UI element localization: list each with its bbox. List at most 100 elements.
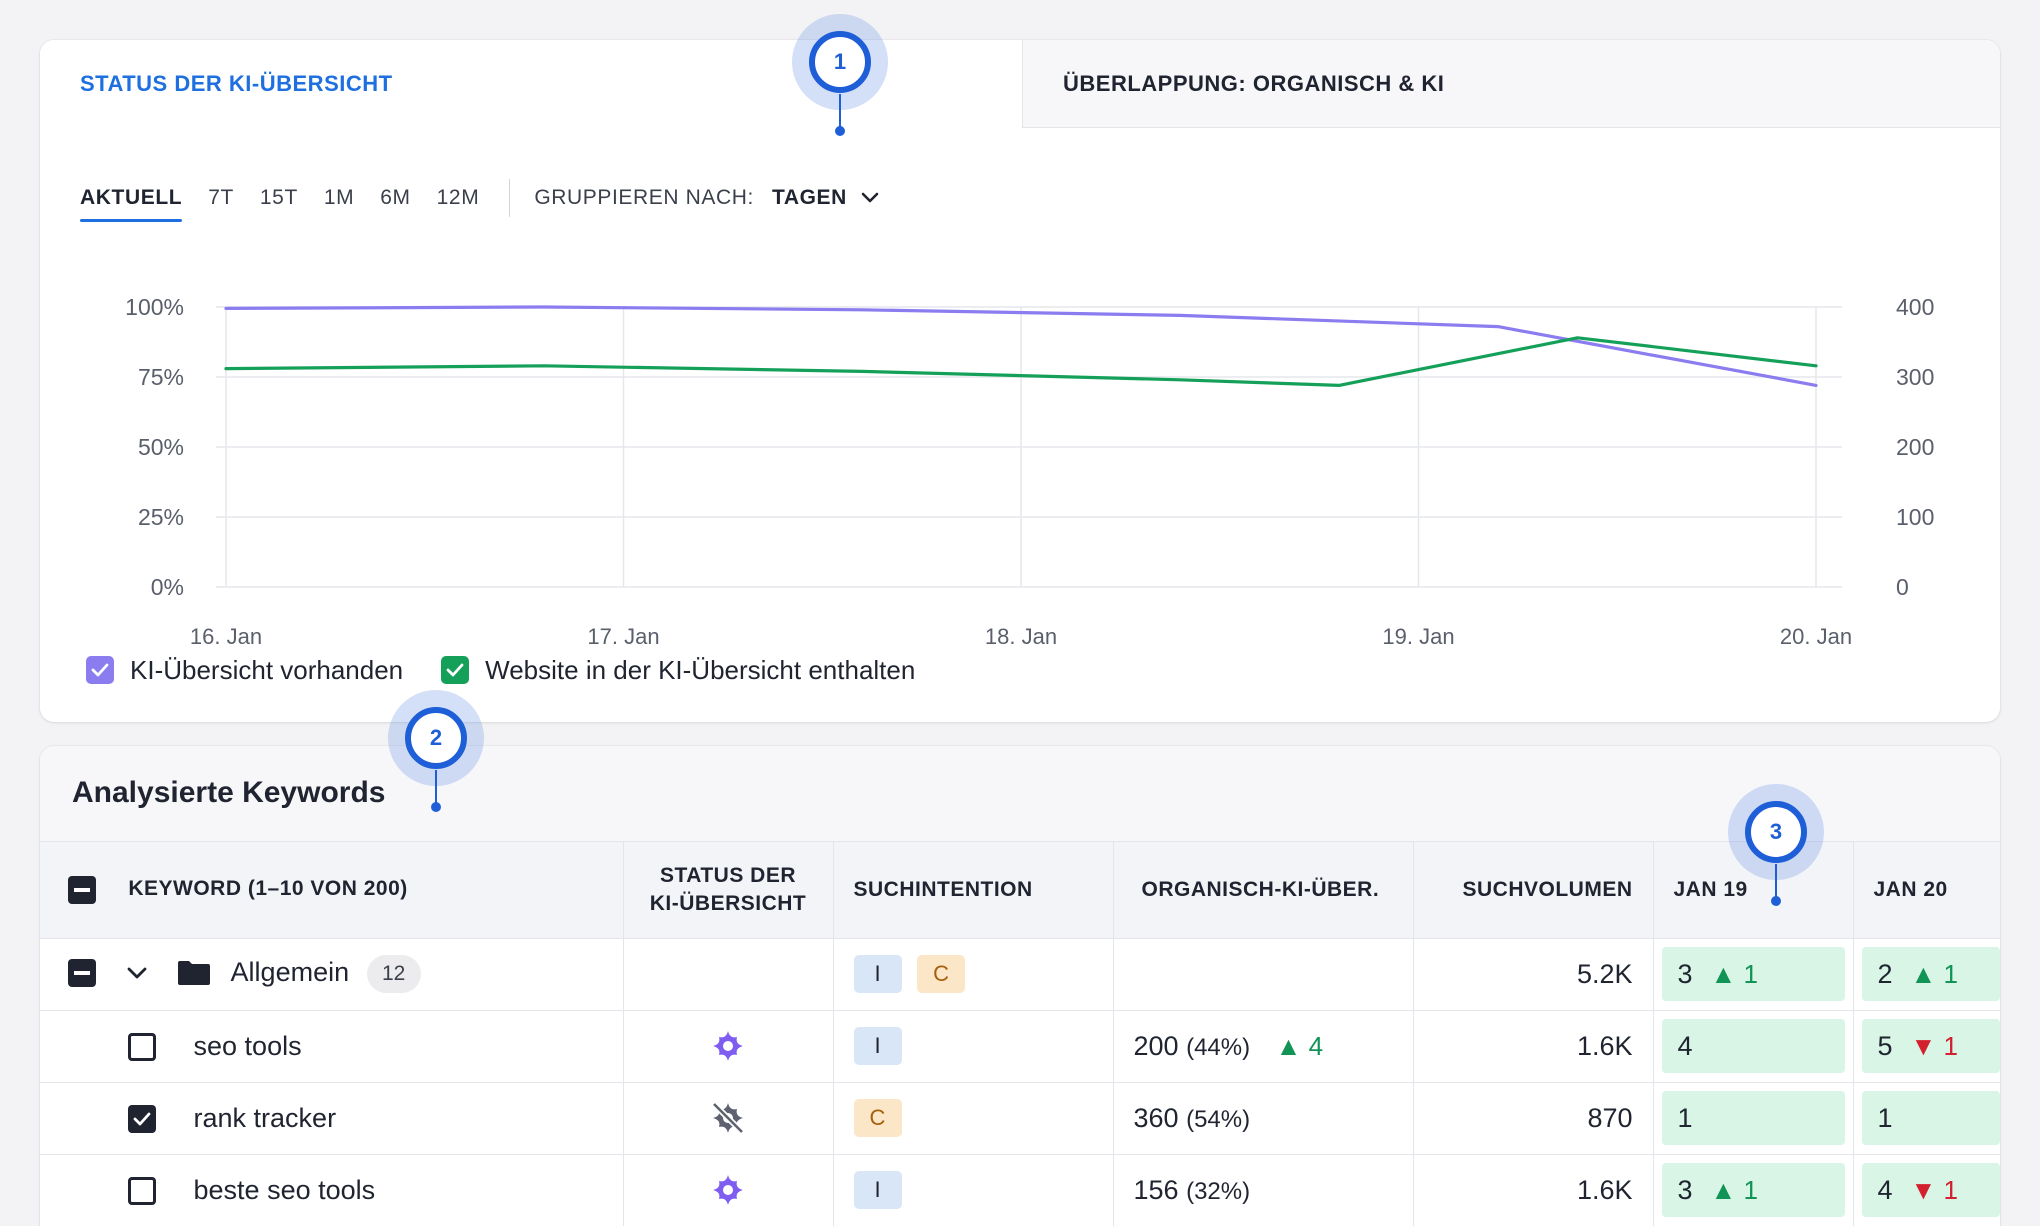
callout-number: 2: [405, 707, 467, 769]
rank-change-value: 1: [1743, 958, 1758, 989]
callout-number: 3: [1745, 801, 1807, 863]
checkbox-icon: [86, 656, 114, 684]
chevron-down-icon: [861, 192, 879, 203]
rank-value: 1: [1877, 1102, 1893, 1133]
group-count-badge: 12: [366, 955, 421, 993]
rank-value: 3: [1677, 1174, 1693, 1205]
group-by-value: TAGEN: [771, 186, 847, 209]
series-line: [224, 305, 1818, 388]
col-ai-status-line2: KI-ÜBERSICHT: [649, 891, 807, 915]
search-volume: 1.6K: [1413, 1010, 1654, 1083]
y-tick-right: 0: [1896, 574, 1909, 600]
overlap-value: 360: [1133, 1102, 1179, 1133]
rank-value: 1: [1677, 1102, 1693, 1133]
period-6m[interactable]: 6M: [380, 186, 411, 209]
rank-change-up: ▲ 1: [1910, 958, 1958, 989]
table-row[interactable]: rank tracker C 360 (54%): [40, 1082, 2000, 1155]
overlap-change-value: 4: [1308, 1030, 1324, 1061]
group-row[interactable]: Allgemein 12 I C 5.2K 3 ▲ 1: [40, 938, 2000, 1011]
col-keyword-label: KEYWORD (1–10 VON 200): [128, 877, 408, 901]
y-tick-left: 25%: [138, 504, 184, 530]
row-checkbox[interactable]: [128, 1176, 156, 1205]
ai-overview-present-icon: [713, 1031, 743, 1061]
rank-change-up: ▲ 1: [1710, 1174, 1758, 1205]
period-current[interactable]: AKTUELL: [80, 168, 183, 228]
line-chart: 100% 400 75% 300 50% 200 25% 100 0% 0 16. Jan 17. J…: [125, 294, 1934, 649]
x-tick: 16. Jan: [190, 624, 262, 649]
period-7d[interactable]: 7T: [208, 186, 234, 209]
legend-label: Website in der KI-Übersicht enthalten: [485, 654, 916, 685]
rank-cell: 3 ▲ 1: [1661, 947, 1845, 1001]
y-tick-right: 400: [1896, 294, 1934, 320]
intent-badge-informational: I: [853, 1027, 902, 1065]
col-ai-status-line1: STATUS DER: [659, 863, 797, 887]
keyword-text: seo tools: [193, 1031, 302, 1062]
rank-value: 4: [1877, 1174, 1893, 1205]
select-all-checkbox[interactable]: [68, 875, 96, 904]
search-volume: 870: [1413, 1082, 1654, 1155]
group-ai-status-cell: [623, 938, 834, 1011]
legend-item-website-included[interactable]: Website in der KI-Übersicht enthalten: [441, 655, 915, 686]
rank-change-value: 1: [1943, 958, 1958, 989]
rank-cell: 1: [1861, 1091, 2000, 1145]
tab-bar: STATUS DER KI-ÜBERSICHT ÜBERLAPPUNG: ORG…: [40, 40, 2000, 128]
rank-cell: 4 ▼ 1: [1861, 1163, 2000, 1217]
chevron-down-icon[interactable]: [126, 966, 148, 980]
overlap-value: 200: [1133, 1030, 1179, 1061]
rank-change-down: ▼ 1: [1910, 1030, 1958, 1061]
keyword-text: beste seo tools: [193, 1175, 376, 1206]
checkbox-icon: [441, 656, 470, 684]
period-12m[interactable]: 12M: [436, 186, 480, 209]
col-ai-status[interactable]: STATUS DER KI-ÜBERSICHT: [623, 842, 834, 939]
row-checkbox[interactable]: [128, 1032, 156, 1061]
intent-badge-informational: I: [853, 1171, 902, 1209]
legend-item-ai-overview[interactable]: KI-Übersicht vorhanden: [86, 655, 403, 686]
y-tick-right: 100: [1896, 504, 1934, 530]
col-jan19[interactable]: JAN 19: [1653, 842, 1854, 939]
x-tick: 17. Jan: [587, 624, 659, 649]
divider: [509, 179, 511, 217]
x-tick: 19. Jan: [1382, 624, 1454, 649]
rank-change-up: ▲ 1: [1710, 958, 1758, 989]
period-15d[interactable]: 15T: [259, 186, 298, 209]
rank-change-down: ▼ 1: [1910, 1174, 1958, 1205]
callout-marker-1: 1: [792, 14, 888, 136]
rank-cell: 2 ▲ 1: [1861, 947, 2000, 1001]
y-tick-right: 200: [1896, 434, 1934, 460]
x-tick: 20. Jan: [1780, 624, 1852, 649]
group-by-dropdown[interactable]: TAGEN: [772, 186, 879, 210]
intent-badge-commercial: C: [853, 1099, 902, 1137]
table-row[interactable]: seo tools I 200 (44%) ▲ 4 1.6K: [40, 1010, 2000, 1083]
col-jan20[interactable]: JAN 20: [1853, 842, 2000, 939]
rank-cell: 4: [1661, 1019, 1845, 1073]
ai-overview-status-card: STATUS DER KI-ÜBERSICHT ÜBERLAPPUNG: ORG…: [40, 40, 2000, 722]
ai-overview-absent-icon: [711, 1101, 745, 1135]
group-name: Allgemein: [230, 957, 350, 988]
keywords-table: KEYWORD (1–10 VON 200) STATUS DER KI-ÜBE…: [40, 842, 2000, 1226]
col-search-intent[interactable]: SUCHINTENTION: [833, 842, 1114, 939]
rank-value: 4: [1677, 1030, 1693, 1061]
y-tick-left: 75%: [138, 364, 184, 390]
period-1m[interactable]: 1M: [323, 186, 355, 209]
y-tick-right: 300: [1896, 364, 1934, 390]
col-organic-ai-overlap[interactable]: ORGANISCH-KI-ÜBER.: [1113, 842, 1414, 939]
keyword-text: rank tracker: [193, 1103, 337, 1134]
table-row[interactable]: beste seo tools I 156 (32%) 1.6K: [40, 1154, 2000, 1226]
overlap-change-up: ▲ 4: [1275, 1030, 1324, 1061]
group-volume: 5.2K: [1413, 938, 1654, 1011]
group-overlap-cell: [1113, 938, 1414, 1011]
col-keyword[interactable]: KEYWORD (1–10 VON 200): [40, 842, 624, 939]
rank-cell: 1: [1661, 1091, 1845, 1145]
rank-cell: 3 ▲ 1: [1661, 1163, 1845, 1217]
row-checkbox-checked[interactable]: [128, 1104, 156, 1133]
tab-overlap-organic-ai[interactable]: ÜBERLAPPUNG: ORGANISCH & KI: [1022, 40, 2000, 128]
overlap-percent: (44%): [1186, 1033, 1251, 1061]
col-search-volume[interactable]: SUCHVOLUMEN: [1413, 842, 1654, 939]
y-tick-left: 100%: [125, 294, 184, 320]
group-checkbox[interactable]: [68, 958, 96, 987]
rank-value: 2: [1877, 958, 1893, 989]
intent-badge-commercial: C: [917, 955, 966, 993]
rank-change-value: 1: [1943, 1174, 1958, 1205]
rank-cell: 5 ▼ 1: [1861, 1019, 2000, 1073]
rank-value: 3: [1677, 958, 1693, 989]
